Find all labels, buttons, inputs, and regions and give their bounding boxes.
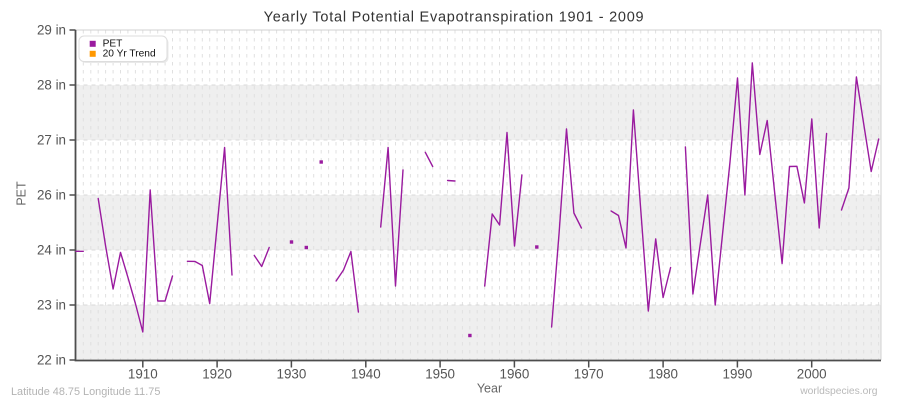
svg-text:2000: 2000 xyxy=(797,367,827,382)
svg-text:29 in: 29 in xyxy=(37,22,66,37)
svg-text:Year: Year xyxy=(477,382,502,396)
svg-text:1950: 1950 xyxy=(425,367,455,382)
svg-text:26 in: 26 in xyxy=(37,187,66,202)
svg-text:1980: 1980 xyxy=(648,367,678,382)
svg-text:20 Yr Trend: 20 Yr Trend xyxy=(103,49,156,60)
svg-text:worldspecies.org: worldspecies.org xyxy=(799,386,878,397)
svg-text:1940: 1940 xyxy=(351,367,381,382)
svg-text:27 in: 27 in xyxy=(37,132,66,147)
svg-text:24 in: 24 in xyxy=(37,242,66,257)
svg-text:1920: 1920 xyxy=(202,367,232,382)
svg-text:28 in: 28 in xyxy=(37,77,66,92)
svg-text:22 in: 22 in xyxy=(37,352,66,367)
svg-text:PET: PET xyxy=(15,181,29,206)
svg-text:1970: 1970 xyxy=(574,367,604,382)
svg-text:23 in: 23 in xyxy=(37,297,66,312)
svg-text:Latitude 48.75 Longitude 11.75: Latitude 48.75 Longitude 11.75 xyxy=(11,386,160,398)
svg-text:1910: 1910 xyxy=(128,367,158,382)
svg-text:1990: 1990 xyxy=(723,367,753,382)
svg-text:1960: 1960 xyxy=(500,367,530,382)
svg-text:PET: PET xyxy=(103,38,123,49)
svg-text:Yearly Total Potential Evapotr: Yearly Total Potential Evapotranspiratio… xyxy=(264,10,645,26)
svg-text:1930: 1930 xyxy=(277,367,307,382)
